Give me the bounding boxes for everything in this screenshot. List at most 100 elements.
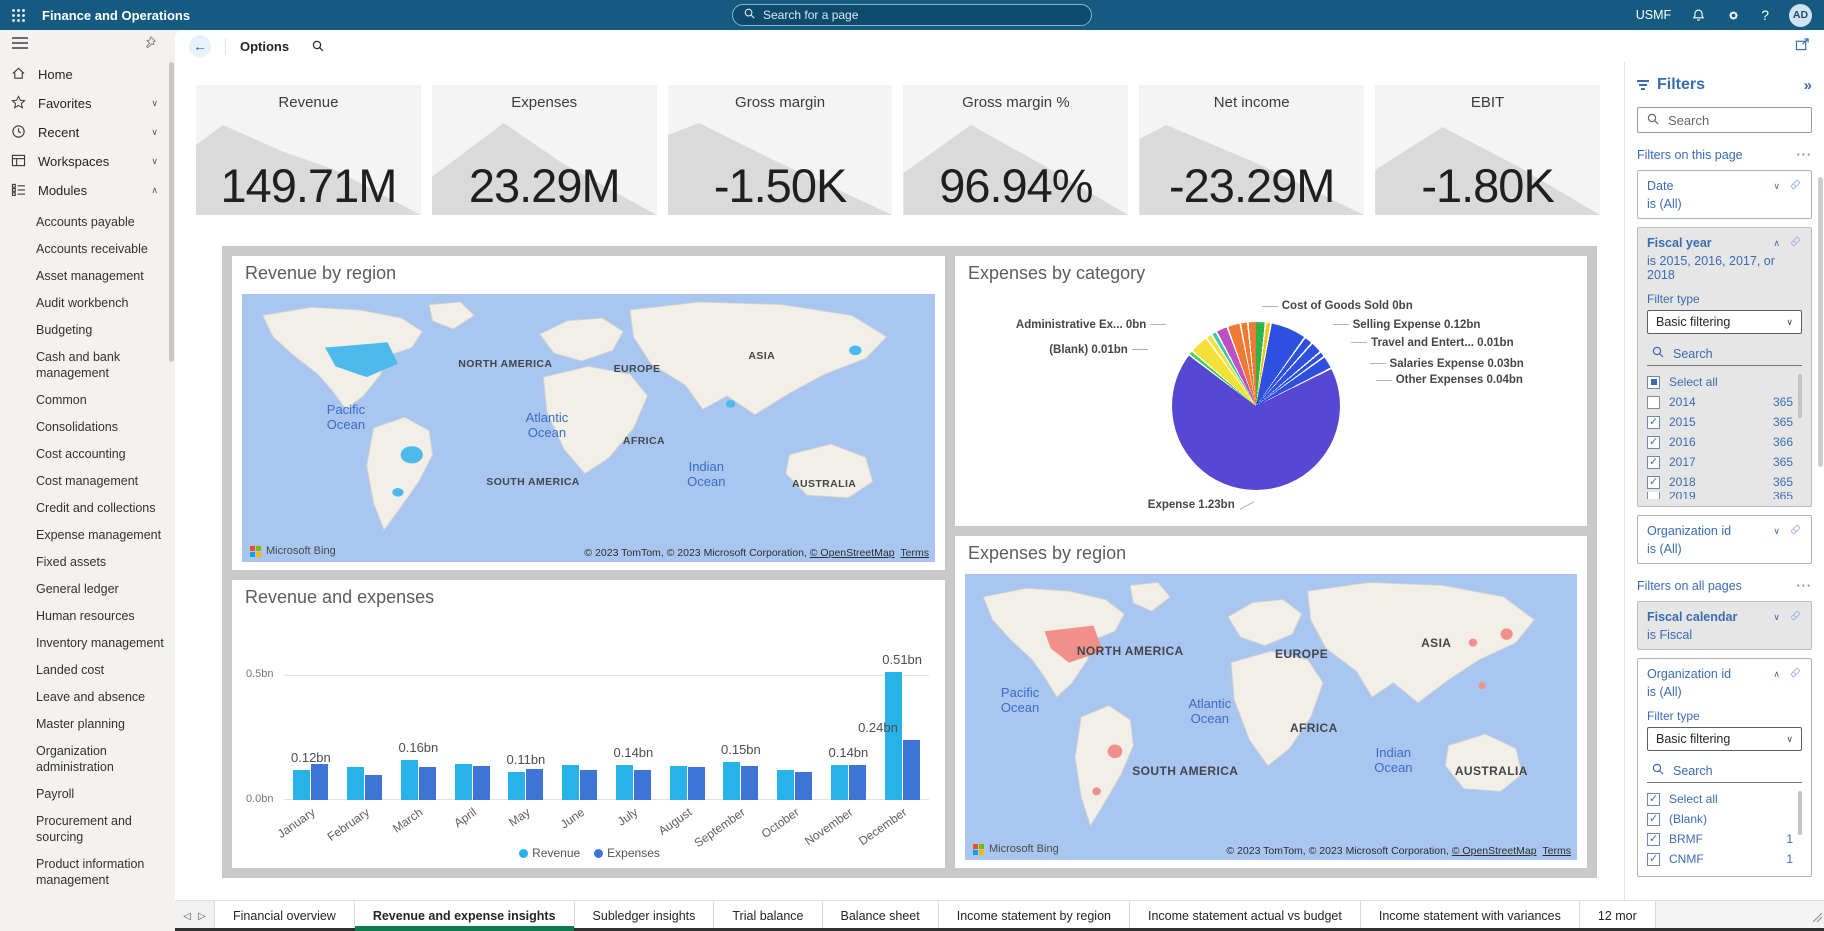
bar-expenses[interactable] <box>418 767 436 800</box>
company-selector[interactable]: USMF <box>1635 8 1672 22</box>
filter-value-row-2014[interactable]: 2014 365 <box>1647 392 1802 412</box>
bar-expenses[interactable] <box>633 770 651 800</box>
sidebar-module-credit-and-collections[interactable]: Credit and collections <box>36 500 156 515</box>
sidebar-module-asset-management[interactable]: Asset management <box>36 268 144 283</box>
bar-revenue[interactable] <box>293 770 311 800</box>
bar-group-january[interactable]: 0.12bn <box>284 630 338 800</box>
openstreetmap-link[interactable]: © OpenStreetMap <box>1451 845 1537 857</box>
checkbox-checked[interactable] <box>1647 812 1660 826</box>
bar-chart-plot[interactable]: 0.12bn 0.16bn 0.11bn 0.14bn 0.15bn 0.14bn 0.24… <box>284 630 929 800</box>
checkbox-checked[interactable] <box>1647 475 1660 489</box>
bar-revenue[interactable] <box>508 772 526 800</box>
filter-type-select[interactable]: Basic filtering <box>1647 310 1802 334</box>
sidebar-module-organization-administration[interactable]: Organization administration <box>36 743 114 774</box>
bar-revenue[interactable] <box>454 764 472 800</box>
bar-group-december[interactable]: 0.24bn 0.51bn <box>858 630 929 800</box>
bar-expenses[interactable] <box>365 775 383 800</box>
bar-group-may[interactable]: 0.11bn <box>499 630 553 800</box>
more-options-icon[interactable]: ··· <box>1796 148 1812 162</box>
chevron-up-icon[interactable] <box>1773 669 1780 680</box>
bottom-tab-income-statement-actual-vs-budget[interactable]: Income statement actual vs budget <box>1129 901 1361 931</box>
sidebar-module-landed-cost[interactable]: Landed cost <box>36 662 105 677</box>
bar-revenue[interactable] <box>884 672 902 800</box>
bar-group-november[interactable]: 0.14bn <box>822 630 876 800</box>
legend-item-revenue[interactable]: Revenue <box>514 846 585 860</box>
sidebar-module-cost-management[interactable]: Cost management <box>36 473 139 488</box>
bar-expenses[interactable] <box>580 770 598 800</box>
sidebar-module-common[interactable]: Common <box>36 392 87 407</box>
kpi-card-gross-margin[interactable]: Gross margin -1.50K <box>667 85 893 215</box>
bottom-tab-income-statement-by-region[interactable]: Income statement by region <box>938 901 1130 931</box>
chevron-down-icon[interactable] <box>1773 181 1780 192</box>
collapse-pane-icon[interactable]: » <box>1803 76 1812 94</box>
kpi-card-revenue[interactable]: Revenue 149.71M <box>196 85 421 215</box>
checkbox-checked[interactable] <box>1647 852 1660 866</box>
sidebar-module-accounts-receivable[interactable]: Accounts receivable <box>36 241 148 256</box>
sidebar-item-modules[interactable]: Modules <box>0 176 168 205</box>
bar-revenue[interactable] <box>830 765 848 800</box>
pin-icon[interactable] <box>143 36 156 54</box>
bar-expenses[interactable] <box>687 767 705 800</box>
sidebar-module-inventory-management[interactable]: Inventory management <box>36 635 164 650</box>
pie-chart[interactable] <box>1171 322 1340 491</box>
checkbox-indeterminate[interactable] <box>1647 375 1660 389</box>
bar-expenses[interactable] <box>311 764 329 800</box>
list-scrollbar-thumb[interactable] <box>1798 374 1802 418</box>
clear-filter-icon[interactable] <box>1789 178 1802 194</box>
sidebar-module-leave-and-absence[interactable]: Leave and absence <box>36 689 146 704</box>
bar-revenue[interactable] <box>347 767 365 800</box>
filter-pane-search-input[interactable]: Search <box>1637 107 1812 133</box>
app-launcher-icon[interactable] <box>0 0 36 30</box>
bar-revenue[interactable] <box>562 765 580 800</box>
checkbox-checked[interactable] <box>1647 455 1660 469</box>
bar-expenses[interactable] <box>741 766 759 800</box>
kpi-card-gross-margin-[interactable]: Gross margin % 96.94% <box>903 85 1129 215</box>
terms-link[interactable]: Terms <box>1542 845 1571 857</box>
bar-expenses[interactable] <box>795 772 813 800</box>
bar-revenue[interactable] <box>669 766 687 800</box>
bar-revenue[interactable] <box>615 765 633 800</box>
sidebar-module-cash-and-bank-management[interactable]: Cash and bank management <box>36 349 121 380</box>
options-tab[interactable]: Options <box>240 38 290 54</box>
bar-expenses[interactable] <box>902 740 920 800</box>
global-search-input[interactable]: Search for a page <box>732 4 1092 26</box>
settings-gear-icon[interactable] <box>1726 8 1741 23</box>
filter-card-date[interactable]: Dateis (All) <box>1637 170 1812 219</box>
filter-search-input[interactable]: Search <box>1647 342 1802 366</box>
sidebar-module-human-resources[interactable]: Human resources <box>36 608 135 623</box>
legend-item-expenses[interactable]: Expenses <box>589 846 665 860</box>
bar-revenue[interactable] <box>777 770 795 800</box>
bottom-tab-subledger-insights[interactable]: Subledger insights <box>574 901 715 931</box>
bar-expenses[interactable] <box>848 765 866 800</box>
bar-chart-area[interactable]: 0.12bn 0.16bn 0.11bn 0.14bn 0.15bn 0.14bn 0.24… <box>244 616 935 862</box>
help-icon[interactable] <box>1761 7 1769 23</box>
checkbox-unchecked[interactable] <box>1647 395 1660 409</box>
next-tabs-icon[interactable]: ▷ <box>198 910 206 922</box>
clear-filter-icon[interactable] <box>1789 666 1802 682</box>
sidebar-module-fixed-assets[interactable]: Fixed assets <box>36 554 107 569</box>
bottom-tab-12-mor[interactable]: 12 mor <box>1579 901 1656 931</box>
terms-link[interactable]: Terms <box>900 547 929 559</box>
chevron-down-icon[interactable] <box>151 156 158 167</box>
chevron-down-icon[interactable] <box>1773 612 1780 623</box>
pie-chart-area[interactable]: Cost of Goods Sold 0bn Selling Expense 0.… <box>963 286 1579 522</box>
back-button[interactable]: ← <box>189 35 211 57</box>
hamburger-menu-icon[interactable] <box>12 36 28 54</box>
revenue-map[interactable]: NORTH AMERICA EUROPE ASIA AFRICA SOUTH AMERI… <box>242 294 935 562</box>
previous-tabs-icon[interactable]: ◁ <box>183 910 191 922</box>
bar-group-february[interactable] <box>338 630 392 800</box>
bar-revenue[interactable] <box>400 760 418 800</box>
filter-value-row-select-all[interactable]: Select all <box>1647 789 1802 809</box>
bar-group-august[interactable] <box>660 630 714 800</box>
filter-value-row-2019[interactable]: 2019 365 <box>1647 492 1802 499</box>
bar-group-april[interactable] <box>445 630 499 800</box>
bar-group-march[interactable]: 0.16bn <box>392 630 446 800</box>
bar-group-october[interactable] <box>768 630 822 800</box>
chevron-up-icon[interactable] <box>1773 238 1780 249</box>
avatar[interactable]: AD <box>1789 3 1812 27</box>
kpi-card-ebit[interactable]: EBIT -1.80K <box>1375 85 1600 215</box>
bar-group-september[interactable]: 0.15bn <box>714 630 768 800</box>
